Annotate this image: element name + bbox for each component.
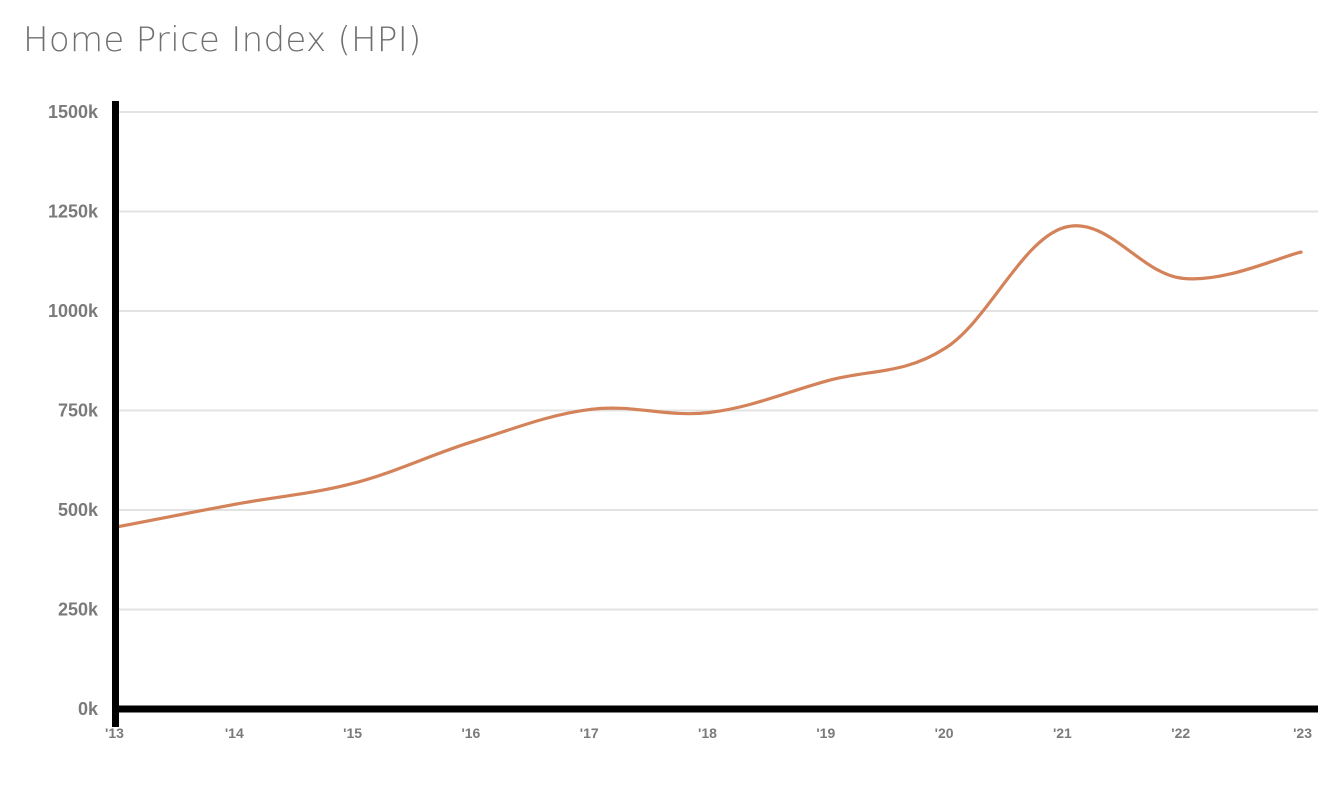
- x-tick-label: '16: [461, 725, 480, 741]
- x-tick-label: '15: [343, 725, 362, 741]
- data-point: [826, 379, 830, 383]
- chart-title: Home Price Index (HPI): [23, 20, 422, 60]
- y-tick-label: 500k: [58, 500, 99, 520]
- y-axis-tick-labels: 0k 250k 500k 750k 1000k 1250k 1500k: [48, 102, 99, 719]
- axes: [112, 101, 1318, 727]
- x-tick-label: '17: [580, 725, 599, 741]
- data-point: [471, 439, 475, 444]
- data-point: [353, 481, 357, 485]
- x-tick-label: '22: [1171, 725, 1190, 741]
- x-tick-label: '18: [698, 725, 717, 741]
- data-point: [1299, 250, 1303, 254]
- data-point: [234, 502, 238, 506]
- x-tick-label: '19: [816, 725, 835, 741]
- y-tick-label: 1000k: [48, 301, 99, 321]
- y-tick-label: 750k: [58, 401, 99, 421]
- series-layer: [116, 224, 1303, 529]
- x-tick-label: '23: [1293, 725, 1312, 741]
- x-tick-label: '21: [1053, 725, 1072, 741]
- y-tick-label: 250k: [58, 600, 99, 620]
- y-tick-label: 1500k: [48, 102, 99, 122]
- data-point: [1062, 225, 1066, 230]
- y-tick-label: 0k: [78, 699, 99, 719]
- data-point: [944, 346, 948, 350]
- x-tick-label: '20: [935, 725, 954, 741]
- gridlines: [115, 111, 1318, 611]
- data-point: [589, 407, 593, 411]
- x-tick-label: '13: [105, 725, 124, 741]
- y-tick-label: 1250k: [48, 202, 99, 222]
- data-point: [1181, 276, 1185, 280]
- series-line: [116, 224, 1303, 529]
- data-point: [707, 410, 712, 415]
- x-tick-label: '14: [225, 725, 244, 741]
- x-axis-tick-labels: '13 '14 '15 '16 '17 '18 '19 '20 '21 '22 '23: [105, 725, 1312, 741]
